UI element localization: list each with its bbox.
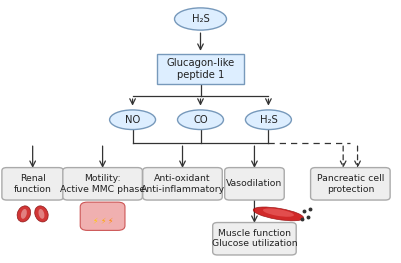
- Text: ⚡: ⚡: [100, 216, 105, 225]
- Text: ⚡: ⚡: [107, 216, 112, 225]
- Ellipse shape: [17, 206, 30, 222]
- Ellipse shape: [35, 206, 48, 222]
- Text: Glucagon-like
peptide 1: Glucagon-like peptide 1: [166, 58, 235, 79]
- Ellipse shape: [174, 8, 227, 30]
- FancyBboxPatch shape: [311, 168, 390, 200]
- Ellipse shape: [38, 209, 45, 219]
- Text: ⚡: ⚡: [93, 216, 98, 225]
- Ellipse shape: [245, 110, 292, 130]
- Text: Motility:
Active MMC phase: Motility: Active MMC phase: [60, 174, 145, 194]
- FancyBboxPatch shape: [63, 168, 142, 200]
- Ellipse shape: [253, 207, 304, 221]
- Ellipse shape: [263, 209, 294, 217]
- Text: CO: CO: [193, 115, 208, 125]
- FancyBboxPatch shape: [225, 168, 284, 200]
- Text: Renal
function: Renal function: [14, 174, 52, 194]
- Text: Pancreatic cell
protection: Pancreatic cell protection: [317, 174, 384, 194]
- Text: H₂S: H₂S: [192, 14, 209, 24]
- Text: Vasodilation: Vasodilation: [226, 179, 283, 188]
- Text: Muscle function
Glucose utilization: Muscle function Glucose utilization: [212, 229, 297, 249]
- Text: H₂S: H₂S: [259, 115, 277, 125]
- FancyBboxPatch shape: [80, 202, 125, 230]
- Text: Anti-oxidant
Anti-inflammatory: Anti-oxidant Anti-inflammatory: [140, 174, 225, 194]
- Ellipse shape: [109, 110, 156, 130]
- Ellipse shape: [21, 209, 27, 219]
- FancyBboxPatch shape: [213, 222, 296, 255]
- FancyBboxPatch shape: [2, 168, 63, 200]
- Ellipse shape: [178, 110, 223, 130]
- FancyBboxPatch shape: [143, 168, 222, 200]
- Bar: [156, 54, 245, 84]
- Text: NO: NO: [125, 115, 140, 125]
